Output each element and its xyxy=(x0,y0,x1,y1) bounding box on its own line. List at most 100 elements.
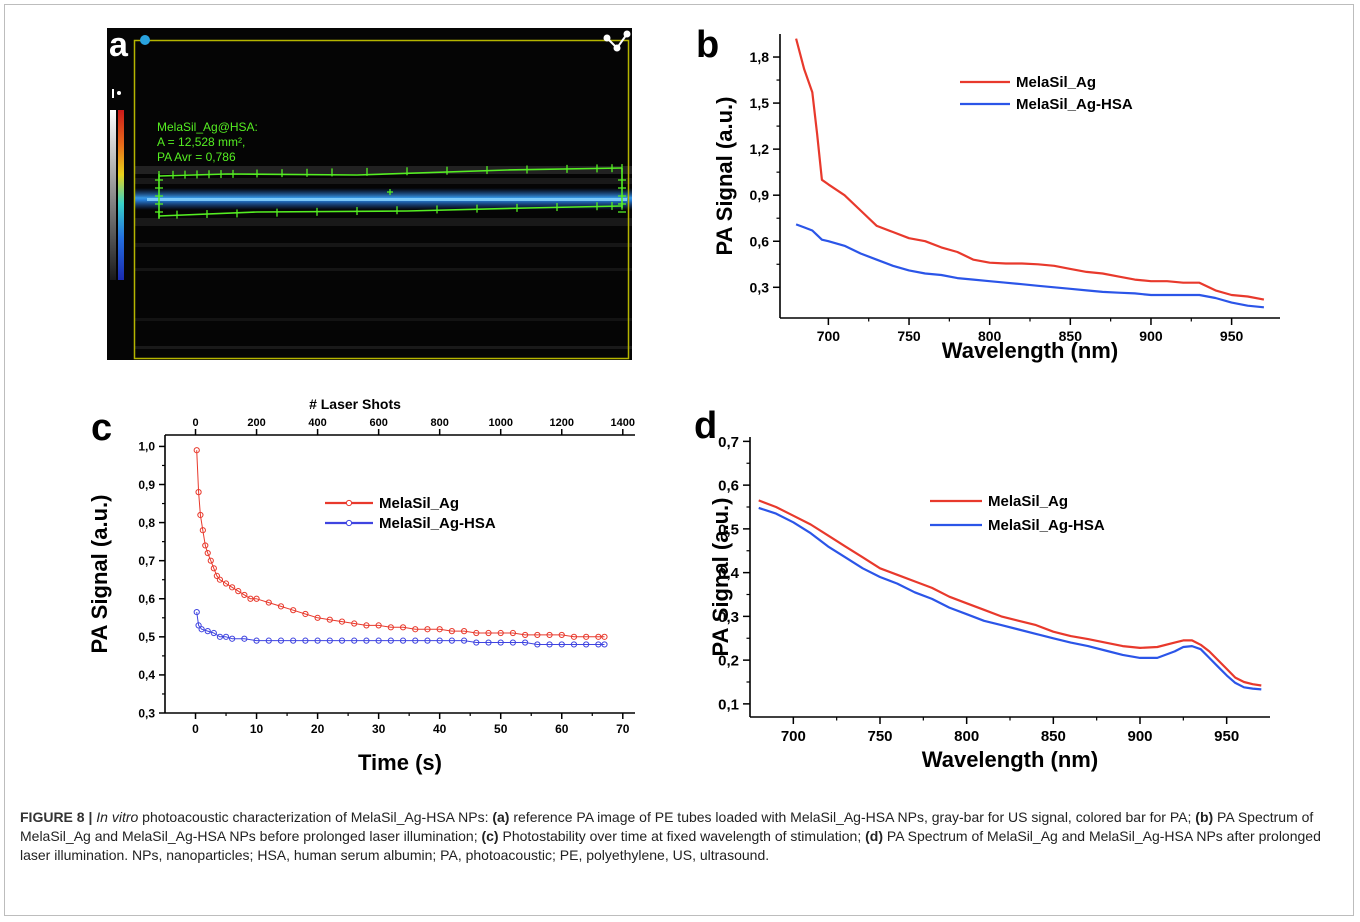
figure-frame xyxy=(4,4,1354,916)
legend-label: MelaSil_Ag xyxy=(379,495,459,512)
roi-label-line-3: PA Avr = 0,786 xyxy=(157,150,236,164)
data-point xyxy=(351,620,358,627)
caption-body: photoacoustic characterization of MelaSi… xyxy=(20,809,1321,863)
data-point xyxy=(570,633,578,640)
us-gray-bar xyxy=(110,110,116,280)
y-tick-label: 0,3 xyxy=(718,609,739,626)
data-point xyxy=(204,628,211,635)
y-tick-label: 0,5 xyxy=(718,521,739,538)
series-line xyxy=(758,506,1262,691)
y-axis-label: PA Signal (a.u.) xyxy=(87,495,112,654)
data-point xyxy=(314,614,321,621)
x2-tick-label: 600 xyxy=(369,417,387,429)
data-point xyxy=(229,635,236,642)
data-point xyxy=(195,622,202,629)
data-point xyxy=(424,626,431,633)
series-b-0: MelaSil_Ag xyxy=(795,38,1265,301)
data-point xyxy=(375,622,382,629)
data-point xyxy=(253,595,260,602)
data-point xyxy=(412,626,419,633)
data-point xyxy=(387,637,394,644)
y-tick-label: 0,3 xyxy=(138,706,155,720)
x2-tick-label: 1200 xyxy=(550,417,574,429)
y-tick-label: 0,7 xyxy=(718,434,739,451)
data-point xyxy=(222,580,230,587)
data-point xyxy=(424,637,431,644)
x-tick-label: 850 xyxy=(1059,328,1083,344)
y-tick-label: 0,6 xyxy=(750,233,770,249)
data-point xyxy=(216,633,224,640)
x-tick-label: 70 xyxy=(616,722,630,736)
data-point xyxy=(570,641,578,648)
x-tick-label: 30 xyxy=(372,722,386,736)
y-tick-label: 1,0 xyxy=(138,440,155,454)
legend-label: MelaSil_Ag xyxy=(988,493,1068,510)
data-point xyxy=(436,626,443,633)
data-point xyxy=(399,624,407,631)
series-d-0: MelaSil_Ag xyxy=(758,493,1262,687)
data-point xyxy=(326,637,333,644)
data-point xyxy=(601,641,608,648)
series-line xyxy=(196,450,605,638)
data-point xyxy=(204,549,211,557)
data-point xyxy=(213,572,220,580)
x-tick-label: 20 xyxy=(311,722,325,736)
y-tick-label: 1,5 xyxy=(750,95,770,111)
y-axis-label: PA Signal (a.u.) xyxy=(708,498,733,657)
roi-label-line-2: A = 12,528 mm², xyxy=(157,135,245,149)
x-tick-label: 900 xyxy=(1127,728,1152,745)
data-point xyxy=(338,637,346,644)
y-axis-label: PA Signal (a.u.) xyxy=(712,97,737,256)
x2-tick-label: 200 xyxy=(247,417,265,429)
panel-letter-c: c xyxy=(91,407,113,449)
caption-panel-ref: (a) xyxy=(492,809,510,825)
series-line xyxy=(758,499,1262,687)
data-point xyxy=(197,511,204,519)
data-point xyxy=(210,565,217,572)
x-tick-label: 50 xyxy=(494,722,508,736)
x-tick-label: 700 xyxy=(817,328,841,344)
y-tick-label: 1,8 xyxy=(750,49,770,65)
data-point xyxy=(534,641,541,648)
y-tick-label: 0,4 xyxy=(718,565,740,582)
data-point xyxy=(277,637,285,644)
data-point xyxy=(375,637,382,644)
data-point xyxy=(522,631,529,639)
data-point xyxy=(363,622,370,629)
legend-label: MelaSil_Ag-HSA xyxy=(379,515,496,532)
data-point xyxy=(399,637,407,644)
x2-tick-label: 0 xyxy=(192,417,198,429)
y-tick-label: 0,6 xyxy=(718,478,739,495)
pa-image-panel: MelaSil_Ag@HSA: A = 12,528 mm², PA Avr =… xyxy=(107,28,632,360)
data-point xyxy=(277,603,285,610)
data-point xyxy=(198,626,205,633)
y-tick-label: 0,7 xyxy=(138,554,155,568)
data-point xyxy=(265,599,272,606)
data-point xyxy=(460,637,468,644)
data-point xyxy=(195,489,202,496)
data-point xyxy=(199,527,206,534)
x2-tick-label: 1400 xyxy=(611,417,635,429)
caption-panel-ref: (c) xyxy=(481,828,499,844)
panel-b: b 700 750 800 850 900 950 0,3 0,6 0,9 1,2 1,5 1,8 Wa… xyxy=(690,20,1340,370)
data-point xyxy=(485,639,492,646)
caption-panel-ref: (d) xyxy=(865,828,883,844)
data-point xyxy=(235,588,242,595)
series-line xyxy=(196,612,605,645)
data-point xyxy=(509,629,517,637)
y-tick-label: 0,1 xyxy=(718,696,739,713)
data-point xyxy=(241,591,248,599)
caption-text: PA Spectrum of MelaSil_Ag and MelaSil_Ag… xyxy=(20,828,1321,863)
data-point xyxy=(290,607,297,614)
data-point xyxy=(595,633,602,640)
data-point xyxy=(558,631,565,639)
data-point xyxy=(601,633,608,640)
legend-label: MelaSil_Ag-HSA xyxy=(988,517,1105,534)
data-point xyxy=(558,641,565,648)
data-point xyxy=(216,576,224,583)
data-point xyxy=(583,633,590,640)
data-point xyxy=(302,610,309,618)
pa-color-bar xyxy=(118,110,124,280)
data-point xyxy=(241,635,248,642)
data-point xyxy=(534,631,541,639)
